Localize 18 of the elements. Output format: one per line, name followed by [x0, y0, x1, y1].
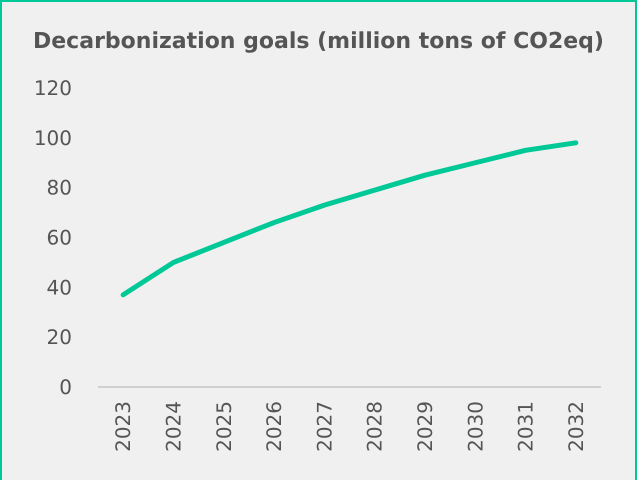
x-tick-label: 2031: [514, 401, 538, 452]
x-tick-label: 2029: [412, 401, 437, 452]
y-tick-label: 0: [59, 375, 72, 399]
x-tick-label: 2027: [312, 401, 336, 452]
x-tick-label: 2028: [362, 401, 387, 452]
y-tick-label: 80: [46, 176, 72, 200]
chart-title: Decarbonization goals (million tons of CO2eq): [33, 29, 604, 54]
x-tick-label: 2026: [262, 401, 286, 452]
y-tick-label: 100: [34, 126, 72, 150]
y-tick-label: 60: [46, 226, 72, 250]
y-tick-label: 40: [46, 275, 72, 300]
x-tick-label: 2024: [161, 401, 186, 452]
x-tick-label: 2025: [212, 401, 236, 452]
x-tick-label: 2023: [111, 401, 136, 452]
y-tick-label: 20: [46, 325, 72, 350]
x-tick-label: 2030: [463, 401, 488, 452]
y-tick-label: 120: [34, 76, 72, 100]
x-tick-label: 2032: [564, 401, 588, 452]
